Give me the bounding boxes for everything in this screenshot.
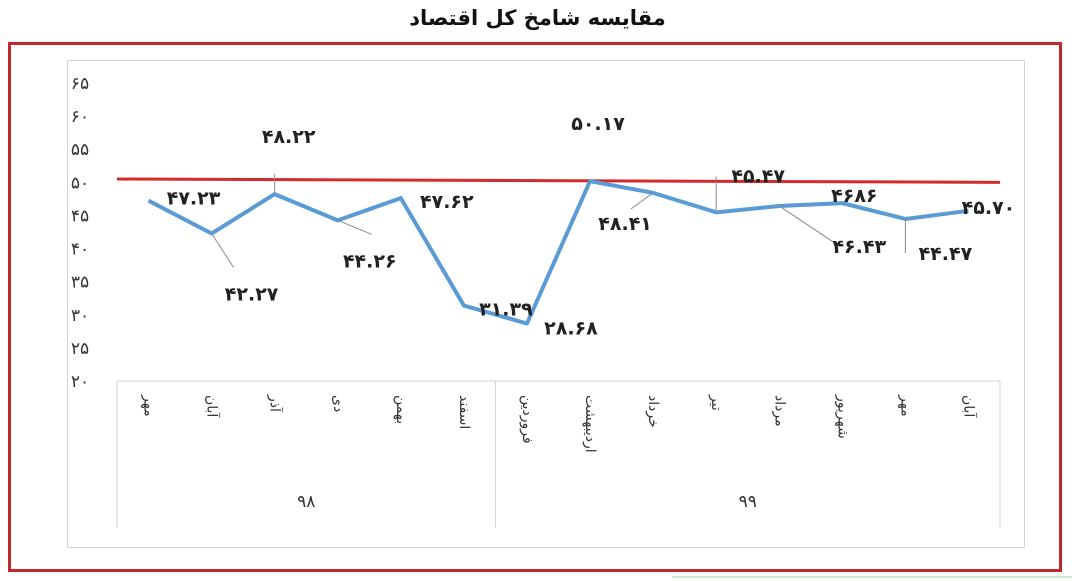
group-label: ۹۹ bbox=[739, 492, 757, 512]
leader-line bbox=[630, 192, 654, 210]
category-label: تیر bbox=[708, 394, 724, 411]
category-label: اسفند bbox=[456, 395, 472, 429]
outer-frame bbox=[8, 42, 1062, 572]
data-label: ۳۱.۳۹ bbox=[479, 299, 533, 321]
leader-line bbox=[211, 233, 235, 268]
category-label: دی bbox=[330, 395, 346, 412]
data-label: ۴۲.۲۷ bbox=[225, 284, 279, 306]
y-tick-label: ۳۰ bbox=[71, 306, 89, 326]
category-label: مهر bbox=[141, 394, 157, 417]
data-label: ۴۴.۴۷ bbox=[919, 243, 973, 265]
category-label: اردیبهشت bbox=[582, 395, 598, 453]
data-label: ۴۷.۲۳ bbox=[167, 188, 221, 210]
plot-frame bbox=[67, 60, 1025, 548]
category-label: مهر bbox=[897, 394, 913, 417]
category-label: آبان bbox=[960, 395, 977, 418]
y-tick-label: ۴۵ bbox=[71, 206, 89, 226]
category-label: خرداد bbox=[645, 395, 661, 428]
data-label: ۲۸.۶۸ bbox=[544, 318, 598, 340]
category-label: مرداد bbox=[771, 395, 787, 427]
data-label: ۴۶۸۶ bbox=[831, 185, 877, 207]
divider-line bbox=[672, 576, 1072, 578]
y-tick-label: ۳۵ bbox=[71, 273, 89, 293]
series-line bbox=[147, 179, 969, 326]
leader-line bbox=[778, 205, 840, 247]
group-label: ۹۸ bbox=[297, 492, 315, 512]
category-label: آذر bbox=[267, 394, 284, 413]
y-tick-label: ۵۵ bbox=[71, 140, 89, 160]
data-label: ۴۸.۴۱ bbox=[598, 213, 652, 235]
data-label: ۵۰.۱۷ bbox=[571, 113, 625, 135]
data-label: ۴۵.۴۷ bbox=[731, 165, 785, 187]
y-tick-label: ۲۵ bbox=[71, 339, 89, 359]
data-label: ۴۶.۴۳ bbox=[832, 236, 886, 258]
category-label: فروردین bbox=[519, 395, 535, 444]
data-label: ۴۸.۲۲ bbox=[262, 126, 316, 148]
leader-line bbox=[337, 219, 372, 235]
category-label: شهریور bbox=[834, 394, 850, 439]
data-label: ۴۴.۲۶ bbox=[343, 250, 397, 272]
reference-line bbox=[116, 177, 1001, 184]
chart-title: مقایسه شامخ کل اقتصاد bbox=[409, 6, 666, 30]
y-tick-label: ۲۰ bbox=[71, 372, 89, 392]
y-tick-label: ۶۵ bbox=[71, 74, 89, 94]
category-label: بهمن bbox=[393, 395, 409, 424]
y-tick-label: ۵۰ bbox=[71, 173, 89, 193]
category-label: آبان bbox=[204, 395, 221, 418]
y-tick-label: ۶۰ bbox=[71, 107, 89, 127]
data-label: ۴۷.۶۲ bbox=[420, 191, 474, 213]
y-tick-label: ۴۰ bbox=[71, 240, 89, 260]
data-label: ۴۵.۷۰ bbox=[962, 197, 1016, 219]
